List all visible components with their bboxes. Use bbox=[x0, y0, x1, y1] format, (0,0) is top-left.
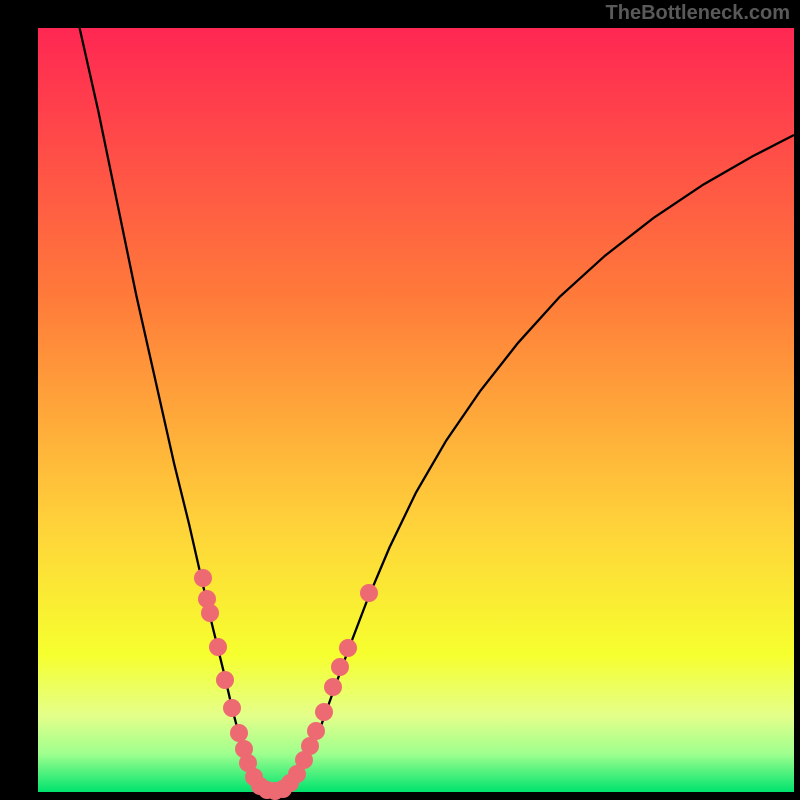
bottleneck-curve bbox=[80, 28, 794, 792]
scatter-point bbox=[315, 703, 333, 721]
scatter-point bbox=[339, 639, 357, 657]
scatter-point bbox=[223, 699, 241, 717]
scatter-point bbox=[360, 584, 378, 602]
scatter-point bbox=[216, 671, 234, 689]
chart-frame: TheBottleneck.com bbox=[0, 0, 800, 800]
scatter-point bbox=[324, 678, 342, 696]
scatter-point bbox=[201, 604, 219, 622]
curve-layer bbox=[38, 28, 794, 792]
watermark-text: TheBottleneck.com bbox=[606, 2, 790, 25]
plot-area bbox=[38, 28, 794, 792]
scatter-point bbox=[307, 722, 325, 740]
scatter-point bbox=[194, 569, 212, 587]
scatter-point bbox=[209, 638, 227, 656]
scatter-point bbox=[331, 658, 349, 676]
